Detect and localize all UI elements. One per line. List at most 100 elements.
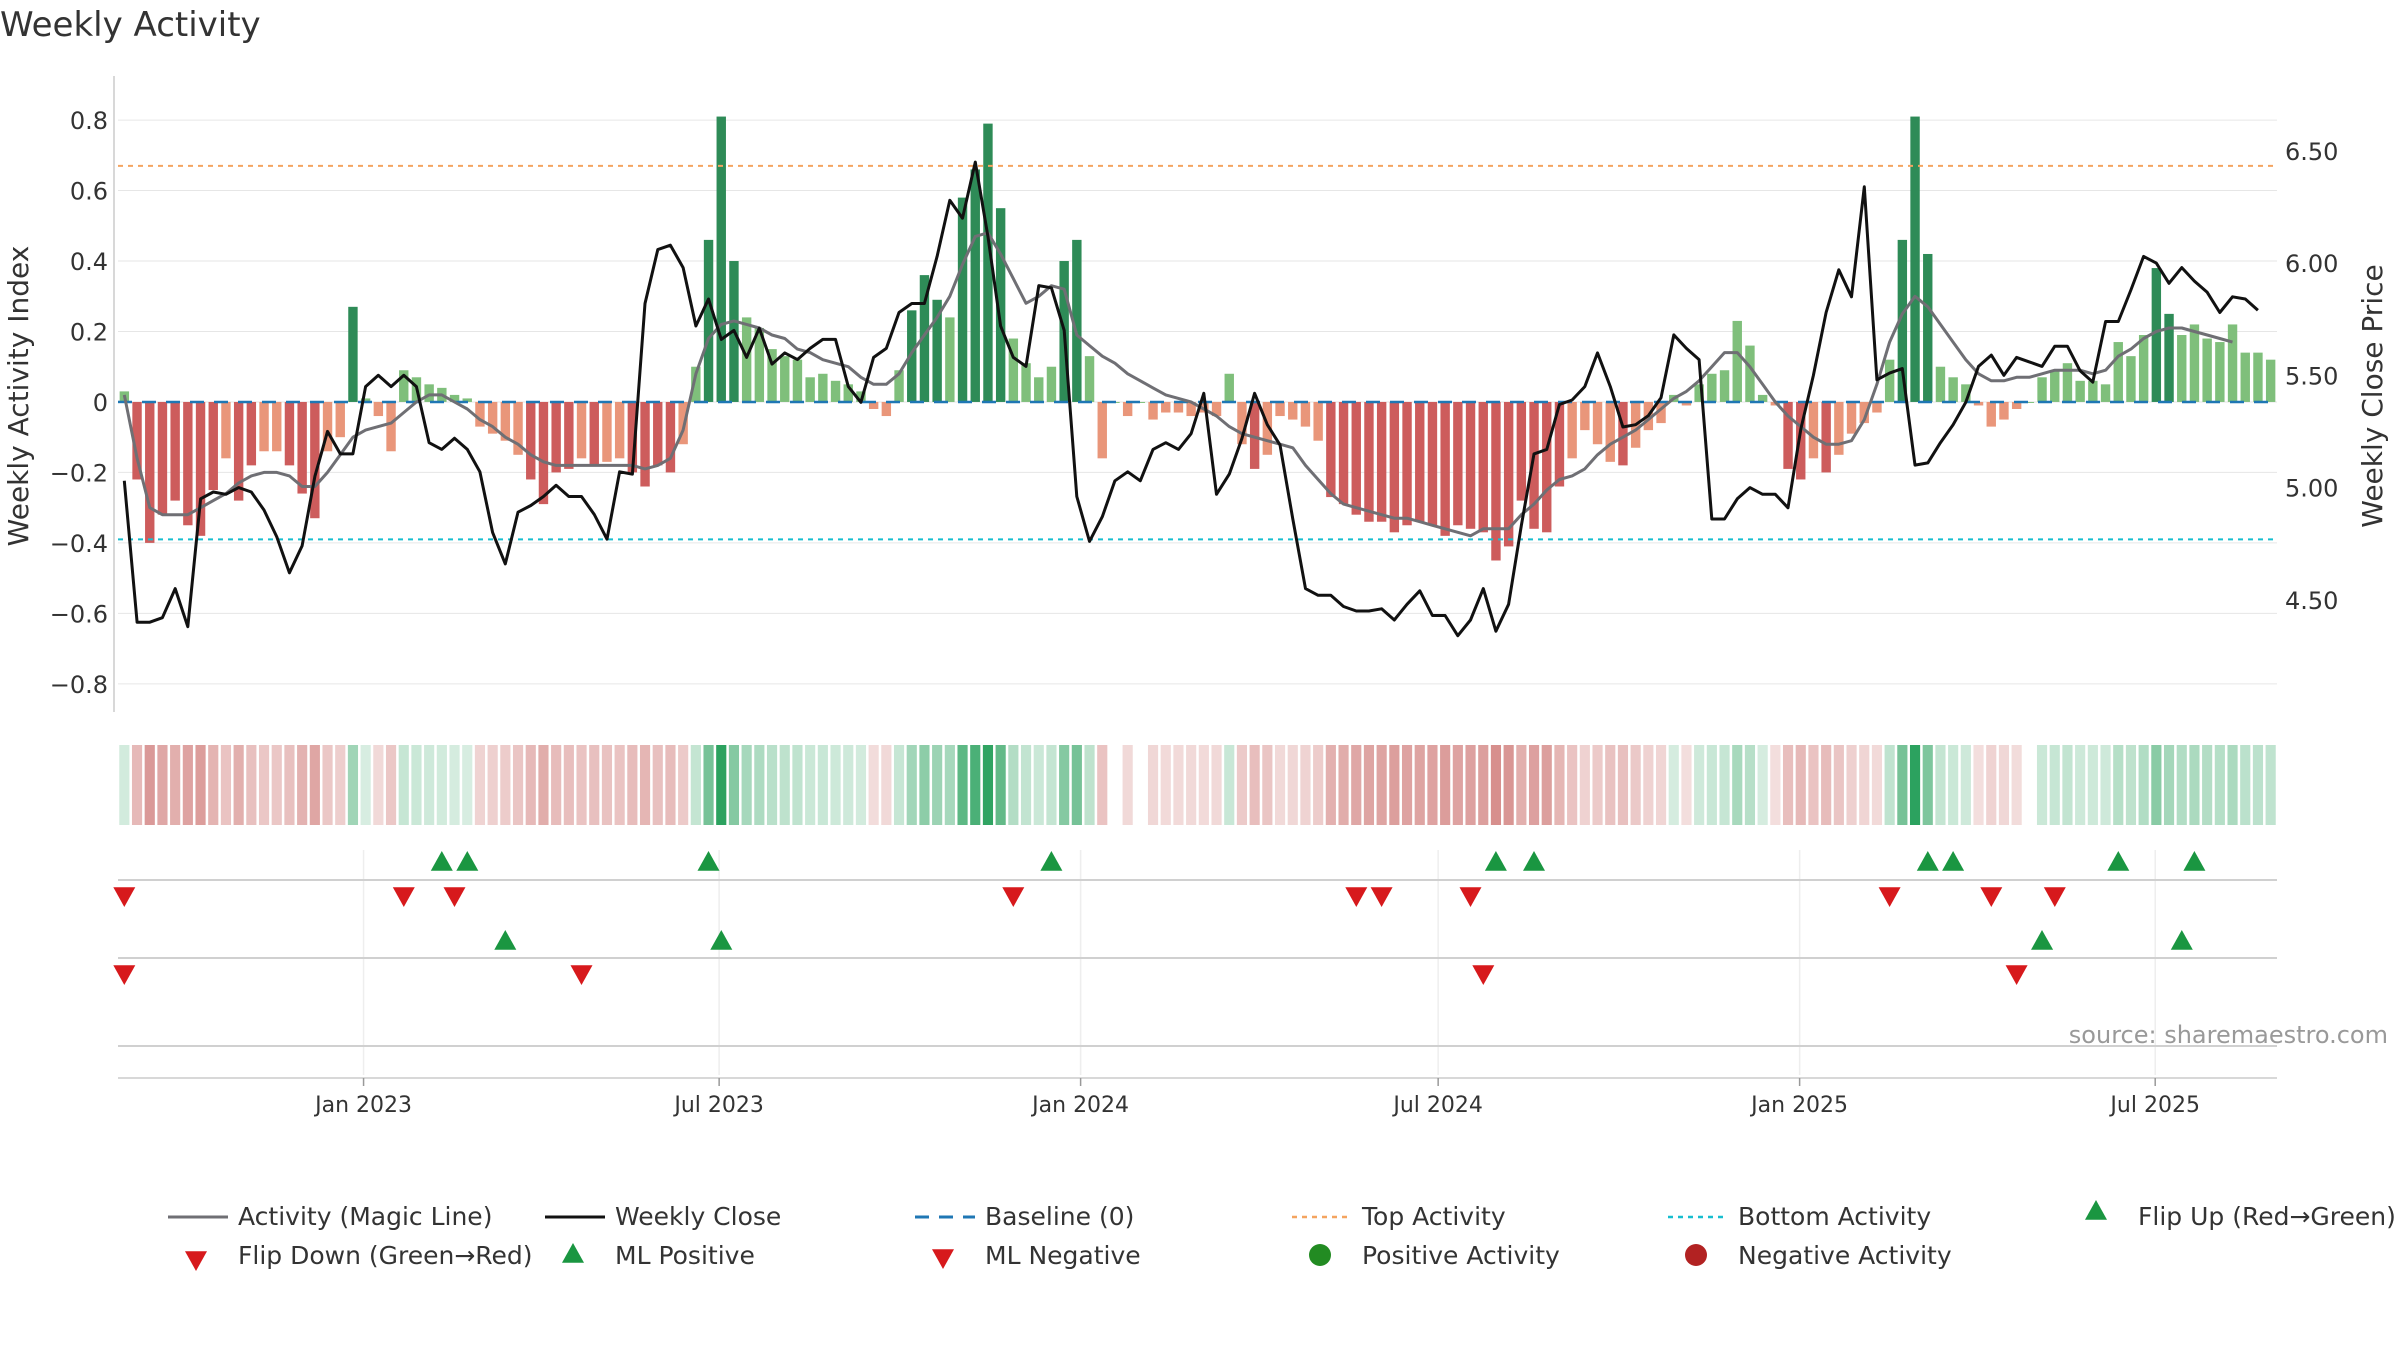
flip-up-marker: [2183, 851, 2206, 871]
activity-bar: [1199, 401, 1209, 413]
activity-bar: [1288, 401, 1298, 420]
heat-cell: [1008, 745, 1019, 825]
heat-cell: [1948, 745, 1959, 825]
heat-cell: [373, 745, 384, 825]
heat-cell: [411, 745, 422, 825]
heat-cell: [436, 745, 447, 825]
activity-bar: [843, 384, 853, 402]
activity-bar: [1237, 401, 1247, 445]
y2-tick-label: 4.50: [2285, 587, 2338, 615]
activity-bar: [945, 317, 955, 402]
flip-up-marker: [430, 851, 453, 871]
activity-bar: [1148, 401, 1158, 420]
activity-bar: [1376, 401, 1387, 522]
activity-bar: [1364, 401, 1374, 522]
activity-bar: [2240, 352, 2250, 402]
flip-up-marker: [1523, 851, 1545, 871]
activity-bar: [1529, 401, 1539, 529]
activity-bar: [1719, 370, 1730, 402]
heat-cell: [1884, 745, 1895, 825]
ml-positive-marker: [710, 930, 733, 950]
heat-cell: [385, 745, 397, 825]
activity-heat-strip: [119, 745, 2276, 825]
legend-label: Positive Activity: [1362, 1241, 1560, 1270]
activity-bar: [564, 401, 574, 469]
activity-bar: [1554, 401, 1565, 487]
heat-cell: [2036, 745, 2048, 825]
flip-up-marker: [1942, 851, 1965, 871]
y-tick-label: 0.8: [70, 107, 108, 135]
activity-bar: [1275, 401, 1285, 417]
activity-bar: [2075, 380, 2085, 402]
ml-negative-marker: [2005, 965, 2028, 985]
heat-cell: [868, 745, 879, 825]
heat-cell: [906, 745, 917, 825]
activity-bar: [2050, 370, 2060, 402]
activity-bar: [1084, 356, 1095, 402]
heat-cell: [1376, 745, 1387, 825]
activity-bar: [2100, 384, 2111, 402]
activity-bar: [1884, 359, 1895, 402]
activity-bar: [2126, 356, 2136, 402]
legend-label: ML Positive: [615, 1241, 755, 1270]
activity-bar: [1427, 401, 1438, 526]
legend-label: Flip Up (Red→Green): [2138, 1202, 2396, 1231]
activity-bar: [1161, 401, 1171, 413]
heat-cell: [1325, 745, 1336, 825]
activity-bar: [1923, 253, 1933, 402]
heat-cell: [144, 745, 155, 825]
activity-bar: [399, 370, 409, 402]
y-axis-ticks: 0.8 0.6 0.4 0.2 0 −0.2 −0.4 −0.6 −0.8: [50, 107, 108, 699]
activity-bar: [157, 401, 168, 515]
flip-up-marker: [456, 851, 479, 871]
heat-cell: [1592, 745, 1603, 825]
y2-tick-label: 5.50: [2285, 362, 2338, 390]
activity-bar: [970, 169, 980, 402]
activity-bar: [1846, 401, 1857, 434]
heat-cell: [1389, 745, 1400, 825]
activity-bar: [2189, 324, 2200, 402]
heat-cell: [131, 745, 143, 825]
heat-cell: [1706, 745, 1717, 825]
legend-label: ML Negative: [985, 1241, 1141, 1270]
heat-cell: [1020, 745, 1032, 825]
heat-cell: [1770, 745, 1781, 825]
activity-bar: [1300, 401, 1311, 427]
heat-cell: [1401, 745, 1413, 825]
heat-cell: [347, 745, 359, 825]
legend-swatch-flip-up: [2085, 1200, 2107, 1220]
x-tick-label: Jan 2024: [1030, 1093, 1129, 1118]
heat-cell: [843, 745, 854, 825]
activity-bar: [2113, 342, 2123, 402]
activity-bar: [2215, 342, 2225, 402]
activity-bar: [1999, 401, 2009, 420]
activity-bar: [360, 398, 371, 402]
activity-bar: [1910, 116, 1920, 402]
activity-bar: [907, 310, 917, 402]
activity-bar: [170, 401, 180, 501]
heat-cell: [1986, 745, 1997, 825]
heat-cell: [1122, 745, 1133, 825]
heat-cell: [1795, 745, 1806, 825]
activity-bar: [1796, 401, 1806, 480]
heat-cell: [957, 745, 968, 825]
heat-cell: [1871, 745, 1883, 825]
heat-cell: [830, 745, 841, 825]
activity-bar: [2265, 359, 2276, 402]
heat-cell: [1440, 745, 1451, 825]
heat-cell: [487, 745, 498, 825]
x-tick-label: Jan 2023: [313, 1093, 412, 1118]
activity-bar: [1694, 384, 1704, 402]
heat-cell: [716, 745, 727, 825]
ml-positive-marker: [2031, 930, 2054, 950]
y-tick-label: −0.2: [50, 459, 108, 487]
heat-cell: [665, 745, 676, 825]
heat-cell: [2125, 745, 2137, 825]
activity-bar: [1935, 366, 1946, 402]
heat-cell: [2252, 745, 2264, 825]
activity-bar: [1961, 384, 1971, 402]
activity-bar: [272, 401, 282, 452]
heat-cell: [1516, 745, 1527, 825]
activity-bar: [487, 401, 498, 434]
activity-bar: [1402, 401, 1412, 526]
